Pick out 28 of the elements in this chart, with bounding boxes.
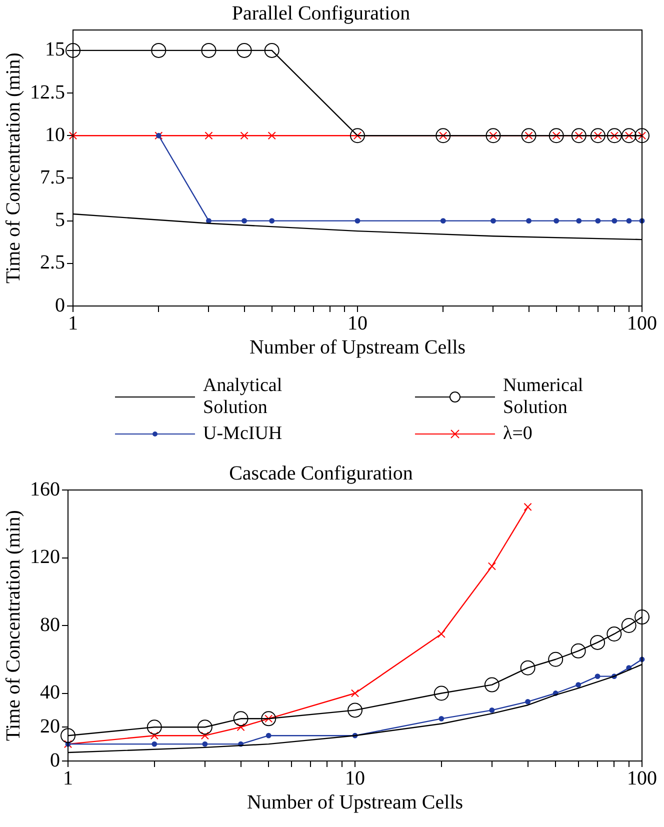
chart-title: Parallel Configuration — [232, 2, 410, 24]
x-axis-title: Number of Upstream Cells — [249, 336, 466, 358]
y-tick-label: 2.5 — [40, 252, 65, 274]
x-tick-label: 100 — [627, 767, 657, 790]
y-tick-label: 120 — [30, 546, 60, 568]
x-tick-label: 100 — [627, 312, 657, 334]
legend-label: Analytical Solution — [203, 375, 284, 419]
legend-label: U-McIUH — [203, 422, 284, 445]
y-tick-label: 160 — [30, 478, 60, 500]
chart-title: Cascade Configuration — [229, 462, 413, 484]
legend-label: λ=0 — [503, 422, 534, 445]
y-tick-label: 5 — [55, 209, 65, 232]
y-tick-label: 12.5 — [30, 81, 65, 104]
y-axis-title: Time of Concentration (min) — [2, 52, 24, 284]
y-tick-label: 0 — [50, 749, 60, 772]
y-axis-title: Time of Concentration (min) — [2, 510, 24, 741]
x-axis-title: Number of Upstream Cells — [246, 791, 464, 814]
y-tick-label: 40 — [40, 682, 60, 704]
y-tick-label: 15 — [45, 38, 65, 61]
y-tick-label: 0 — [55, 294, 65, 316]
y-tick-label: 20 — [40, 715, 60, 738]
y-tick-label: 7.5 — [40, 166, 65, 188]
x-tick-label: 1 — [63, 767, 73, 790]
y-tick-label: 10 — [45, 124, 65, 146]
x-tick-label: 10 — [348, 312, 368, 334]
y-tick-label: 80 — [40, 614, 60, 636]
x-tick-label: 1 — [68, 312, 78, 334]
x-tick-label: 10 — [345, 767, 365, 790]
